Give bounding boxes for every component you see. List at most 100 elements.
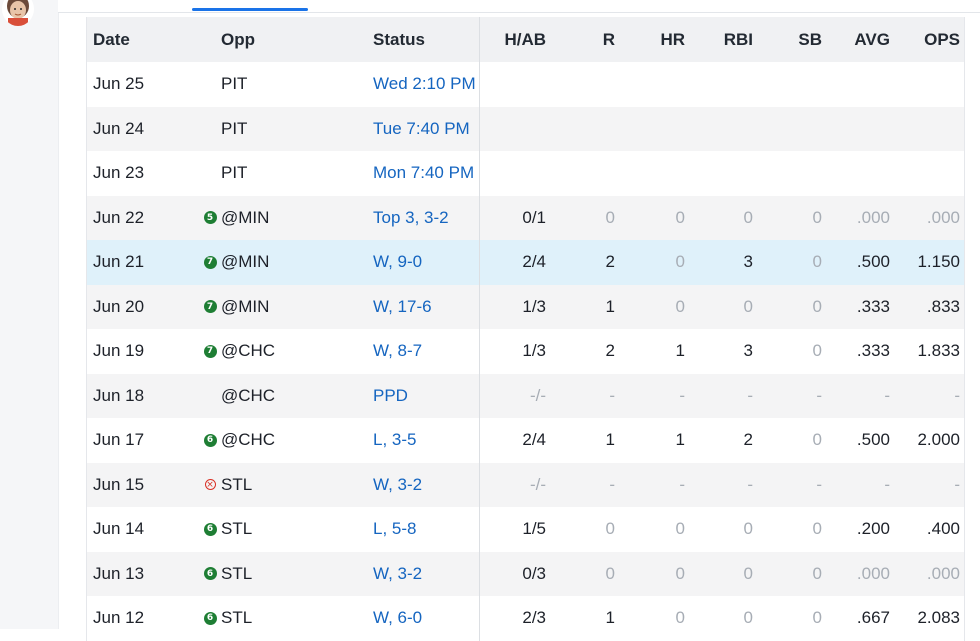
stat-sb: 0 [812, 341, 822, 361]
column-divider [479, 284, 480, 329]
col-header-r[interactable]: R [602, 29, 615, 49]
batting-order-badge: 7 [203, 344, 217, 358]
stat-hab: 1/3 [522, 341, 546, 361]
game-status-link[interactable]: W, 3-2 [373, 474, 423, 494]
table-row[interactable]: Jun 12 6 STL W, 6-0 2/3 1 0 0 0 .667 2.083 [87, 596, 964, 641]
table-row[interactable]: Jun 17 6 @CHC L, 3-5 2/4 1 1 2 0 .500 2.000 [87, 418, 964, 463]
avatar[interactable] [2, 0, 34, 26]
opponent: @CHC [221, 341, 276, 361]
stat-ops: .000 [926, 563, 960, 583]
stat-sb: 0 [812, 430, 822, 450]
col-header-date[interactable]: Date [93, 29, 130, 49]
active-tab-indicator [192, 8, 308, 11]
stat-hr: 0 [675, 519, 685, 539]
stat-hr: - [679, 474, 685, 494]
stat-hab: 0/3 [522, 563, 546, 583]
stat-hr: - [679, 385, 685, 405]
stat-sb: - [816, 385, 822, 405]
col-header-status[interactable]: Status [373, 29, 425, 49]
stat-r: 1 [605, 296, 615, 316]
game-log-table: Date Opp Status H/AB R HR RBI SB AVG OPS… [86, 17, 965, 641]
stat-rbi: 0 [743, 519, 753, 539]
col-header-rbi[interactable]: RBI [723, 29, 753, 49]
stat-avg: - [884, 474, 890, 494]
table-row[interactable]: Jun 18 @CHC PPD -/- - - - - - - [87, 373, 964, 418]
game-status-link[interactable]: W, 6-0 [373, 608, 423, 628]
batting-order-badge-cell: 6 [203, 596, 217, 641]
table-row[interactable]: Jun 22 5 @MIN Top 3, 3-2 0/1 0 0 0 0 .000 .000 [87, 195, 964, 240]
stat-ops: .833 [926, 296, 960, 316]
stat-ops: 1.150 [917, 252, 960, 272]
batting-order-badge: 7 [203, 300, 217, 314]
stat-ops: 2.083 [917, 608, 960, 628]
game-status-link[interactable]: L, 5-8 [373, 519, 417, 539]
stat-rbi: 0 [743, 608, 753, 628]
not-in-lineup-icon: × [204, 479, 216, 491]
stat-sb: 0 [812, 519, 822, 539]
stat-rbi: 0 [743, 207, 753, 227]
stat-ops: 2.000 [917, 430, 960, 450]
column-divider [479, 596, 480, 641]
table-row[interactable]: Jun 14 6 STL L, 5-8 1/5 0 0 0 0 .200 .400 [87, 507, 964, 552]
game-status-link[interactable]: PPD [373, 385, 408, 405]
batting-order-badge: 7 [203, 255, 217, 269]
stat-hr: 0 [675, 563, 685, 583]
game-status-link[interactable]: Tue 7:40 PM [373, 118, 470, 138]
table-row[interactable]: Jun 23 PIT Mon 7:40 PM [87, 151, 964, 196]
game-date: Jun 24 [93, 118, 145, 138]
column-divider [479, 329, 480, 374]
stat-rbi: 3 [743, 252, 753, 272]
table-row[interactable]: Jun 20 7 @MIN W, 17-6 1/3 1 0 0 0 .333 .833 [87, 284, 964, 329]
opponent: PIT [221, 163, 248, 183]
stat-rbi: 0 [743, 296, 753, 316]
batting-order-badge-cell: 6 [203, 418, 217, 463]
stat-hab: -/- [529, 385, 546, 405]
col-header-ops[interactable]: OPS [924, 29, 960, 49]
col-header-hab[interactable]: H/AB [504, 29, 546, 49]
opponent: STL [221, 608, 253, 628]
stat-sb: 0 [812, 296, 822, 316]
table-row[interactable]: Jun 19 7 @CHC W, 8-7 1/3 2 1 3 0 .333 1.833 [87, 329, 964, 374]
col-header-opp[interactable]: Opp [221, 29, 255, 49]
batting-order-badge: 6 [203, 522, 217, 536]
stat-ops: - [954, 474, 960, 494]
game-status-link[interactable]: Wed 2:10 PM [373, 74, 476, 94]
game-date: Jun 12 [93, 608, 145, 628]
table-row[interactable]: Jun 24 PIT Tue 7:40 PM [87, 106, 964, 151]
tab-bar [58, 0, 980, 13]
col-header-avg[interactable]: AVG [854, 29, 890, 49]
game-date: Jun 21 [93, 252, 145, 272]
game-status-link[interactable]: W, 9-0 [373, 252, 423, 272]
col-header-hr[interactable]: HR [660, 29, 685, 49]
stat-sb: - [816, 474, 822, 494]
stat-r: 1 [605, 430, 615, 450]
stat-r: 0 [605, 207, 615, 227]
batting-order-badge-cell: × [203, 463, 217, 508]
stat-avg: .333 [856, 296, 890, 316]
batting-order-badge: 5 [203, 211, 217, 225]
table-row[interactable]: Jun 15 × STL W, 3-2 -/- - - - - - - [87, 462, 964, 508]
column-divider [479, 62, 480, 107]
table-row[interactable]: Jun 13 6 STL W, 3-2 0/3 0 0 0 0 .000 .000 [87, 551, 964, 596]
game-status-link[interactable]: L, 3-5 [373, 430, 417, 450]
stat-hab: 2/4 [522, 252, 546, 272]
game-status-link[interactable]: W, 17-6 [373, 296, 432, 316]
game-status-link[interactable]: Top 3, 3-2 [373, 207, 449, 227]
stat-hr: 0 [675, 608, 685, 628]
stat-r: - [609, 474, 615, 494]
opponent: PIT [221, 118, 248, 138]
col-header-sb[interactable]: SB [798, 29, 822, 49]
table-row[interactable]: Jun 21 7 @MIN W, 9-0 2/4 2 0 3 0 .500 1.150 [87, 240, 964, 285]
stat-hr: 0 [675, 252, 685, 272]
table-row[interactable]: Jun 25 PIT Wed 2:10 PM [87, 62, 964, 107]
stat-sb: 0 [812, 608, 822, 628]
game-status-link[interactable]: W, 8-7 [373, 341, 423, 361]
stat-rbi: 0 [743, 563, 753, 583]
game-status-link[interactable]: Mon 7:40 PM [373, 163, 475, 183]
game-date: Jun 25 [93, 74, 145, 94]
column-divider [479, 418, 480, 463]
batting-order-badge-cell: 7 [203, 329, 217, 374]
game-status-link[interactable]: W, 3-2 [373, 563, 423, 583]
stat-hr: 0 [675, 296, 685, 316]
stat-avg: - [884, 385, 890, 405]
